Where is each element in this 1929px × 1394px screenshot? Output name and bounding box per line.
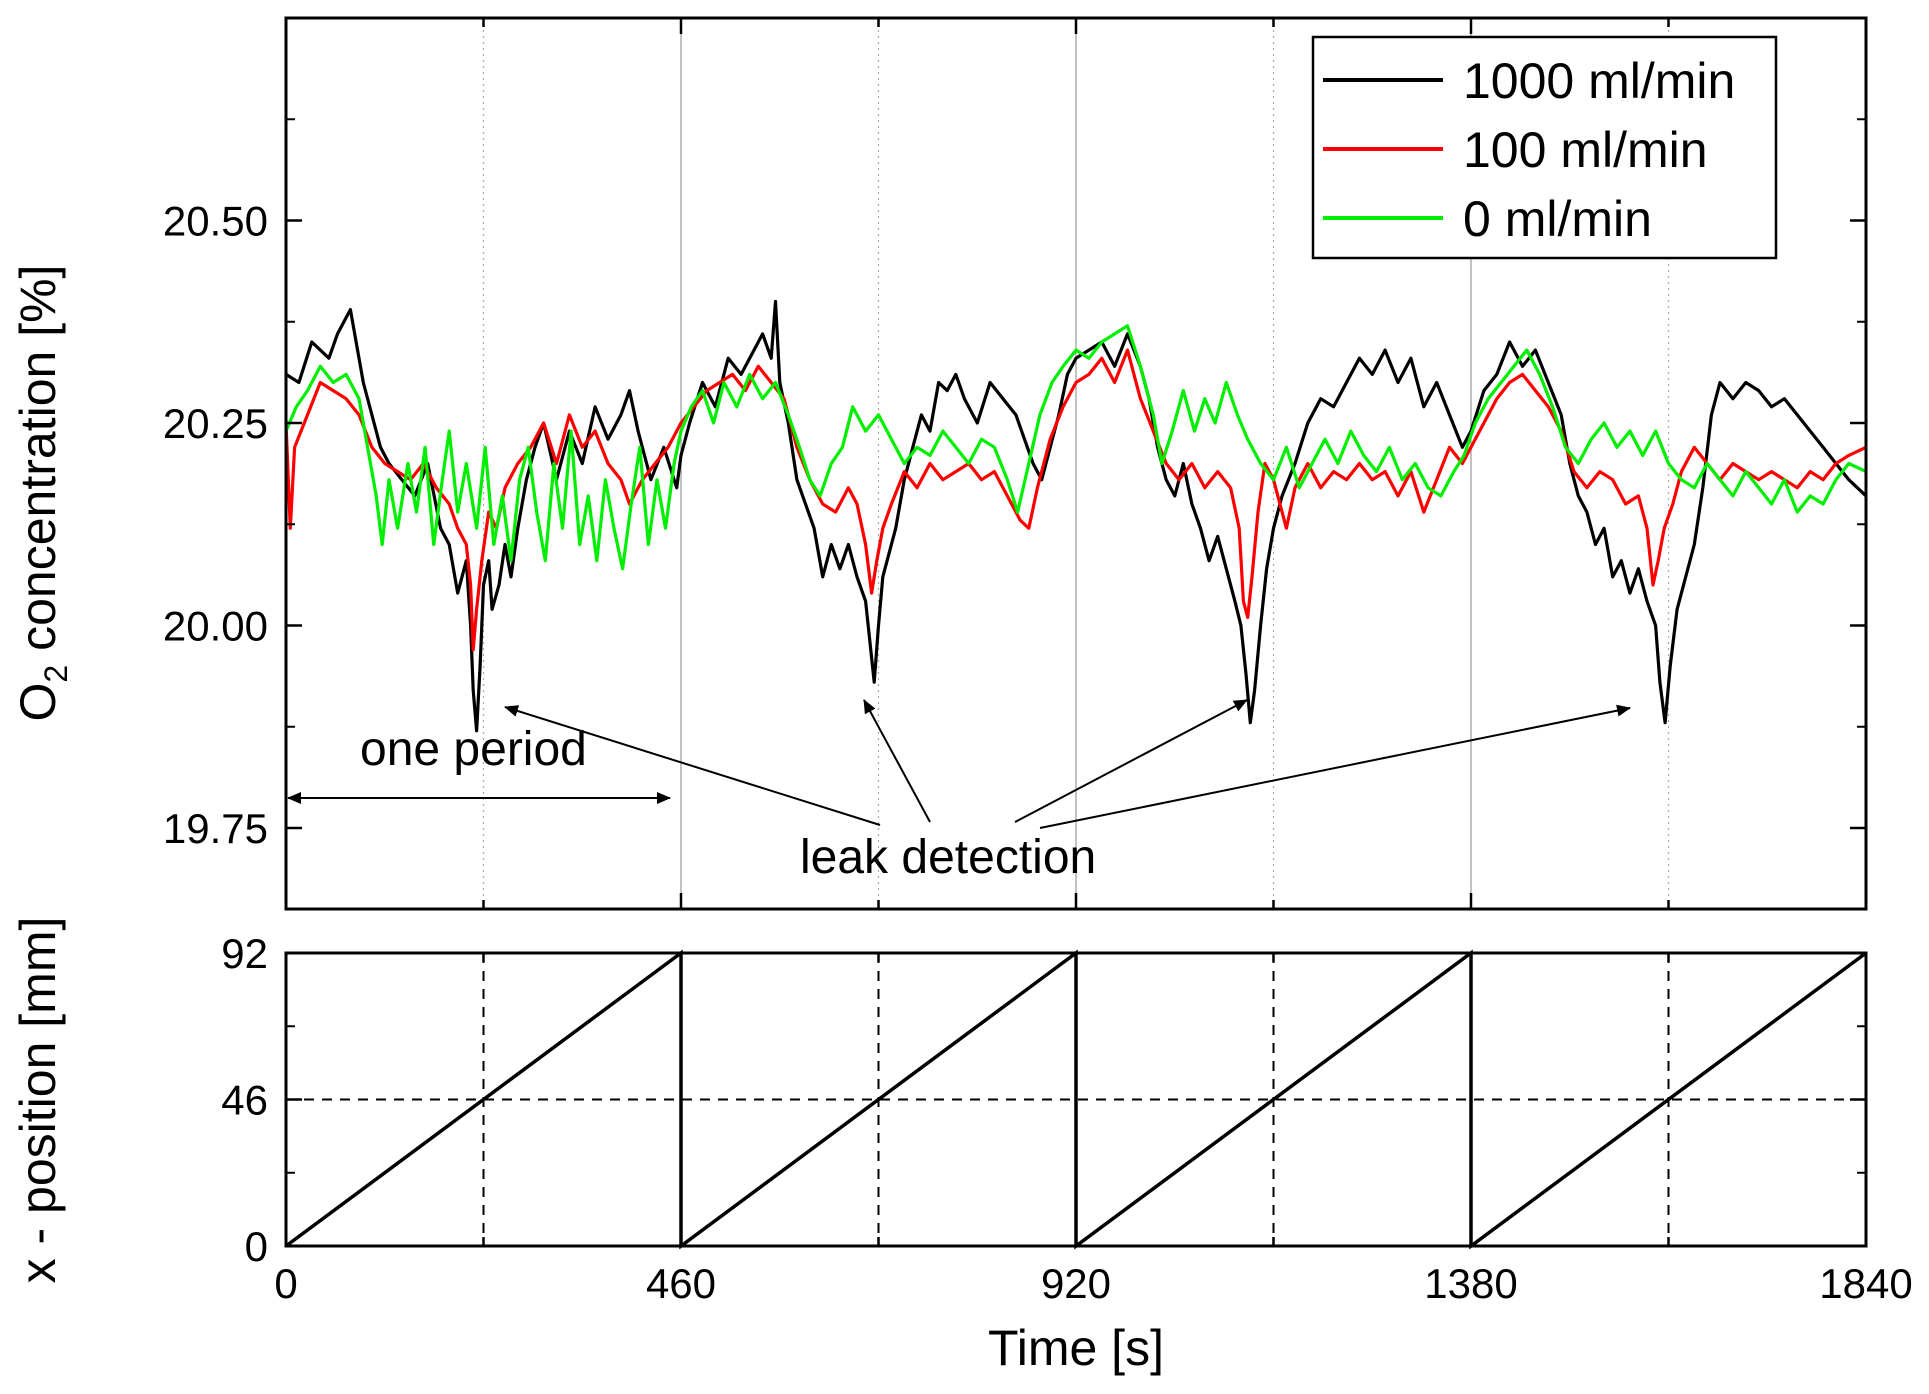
- legend-label-0: 0 ml/min: [1463, 191, 1652, 247]
- bottom-panel-series: [284, 949, 1868, 1250]
- bottom-y-axis-title: x - position [mm]: [10, 917, 66, 1284]
- top-y-axis-title-o: O: [10, 683, 66, 722]
- one-period-label: one period: [360, 723, 587, 776]
- leak-arrow-1: [504, 705, 881, 826]
- legend-label-1000: 1000 ml/min: [1463, 53, 1735, 109]
- series-line-1: [284, 348, 1867, 652]
- top-panel-series: [284, 299, 1868, 733]
- top-y-axis-title-subscript: 2: [38, 665, 74, 683]
- leak-arrow-2: [863, 699, 931, 823]
- legend: 1000 ml/min 100 ml/min 0 ml/min: [1311, 35, 1778, 260]
- top-y-axis-title-rest: concentration [%]: [10, 265, 66, 665]
- annotations: one period leak detection: [287, 699, 1631, 884]
- bottom-y-tick-label: 0: [245, 1223, 268, 1270]
- x-tick-label: 1840: [1819, 1260, 1912, 1307]
- x-tick-label: 460: [646, 1260, 716, 1307]
- position-series-line: [284, 949, 1868, 1250]
- leak-arrow-4: [1039, 704, 1631, 829]
- bottom-y-tick-label: 92: [221, 930, 268, 977]
- x-tick-label: 1380: [1424, 1260, 1517, 1307]
- bottom-y-tick-label: 46: [221, 1077, 268, 1124]
- top-y-axis-title: O2 concentration [%]: [10, 265, 74, 722]
- top-y-tick-label: 19.75: [163, 805, 268, 852]
- series-line-2: [284, 324, 1867, 571]
- x-tick-label: 920: [1041, 1260, 1111, 1307]
- top-y-tick-label: 20.25: [163, 400, 268, 447]
- legend-label-100: 100 ml/min: [1463, 122, 1708, 178]
- x-axis-title: Time [s]: [988, 1320, 1164, 1376]
- top-y-tick-label: 20.00: [163, 603, 268, 650]
- top-panel-ticks: 19.75 20.00 20.25 20.50: [163, 17, 1868, 909]
- series-line-0: [285, 299, 1868, 733]
- top-panel: 19.75 20.00 20.25 20.50 1000 ml/min 100 ml/…: [10, 16, 1868, 911]
- top-y-tick-label: 20.50: [163, 198, 268, 245]
- leak-detection-label: leak detection: [800, 831, 1096, 884]
- x-tick-label: 0: [274, 1260, 297, 1307]
- leak-arrow-3: [1014, 699, 1248, 823]
